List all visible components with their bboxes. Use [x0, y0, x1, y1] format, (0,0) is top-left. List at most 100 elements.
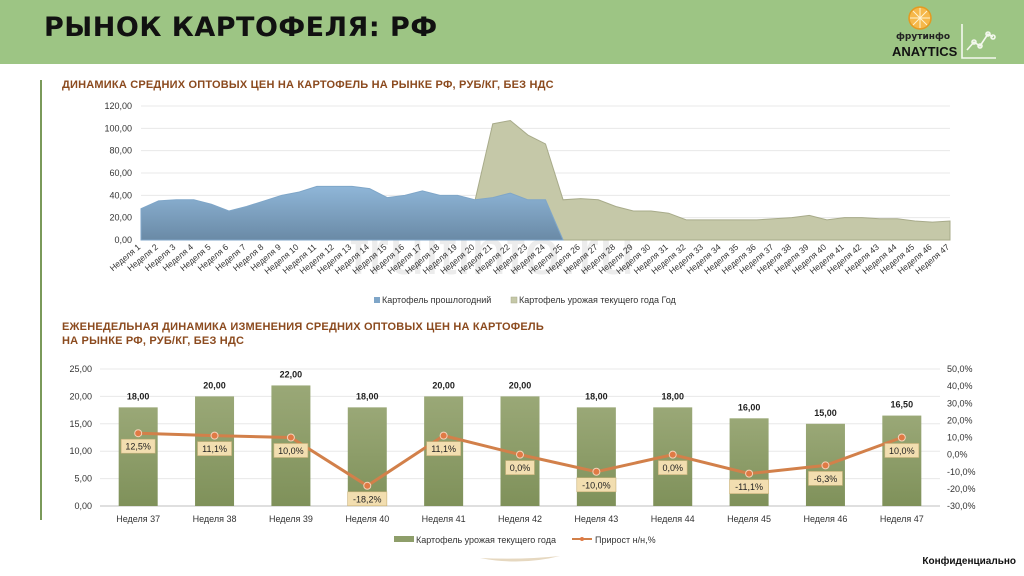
x-tick-label: Неделя 47: [880, 514, 924, 524]
x-tick-label: Неделя 39: [269, 514, 313, 524]
growth-point: [745, 469, 754, 478]
growth-value-label: 11,1%: [431, 444, 456, 454]
x-tick-label: Неделя 46: [804, 514, 848, 524]
page-title: РЫНОК КАРТОФЕЛЯ: РФ: [44, 12, 438, 43]
growth-point: [516, 450, 524, 459]
logo: фрутинфо ANAYTICS: [890, 4, 1020, 62]
growth-value-label: 12,5%: [125, 442, 151, 452]
growth-value-label: 0,0%: [510, 463, 531, 473]
y-tick-label: 40,00: [109, 190, 132, 200]
y-tick-label: 60,00: [109, 168, 132, 178]
growth-value-label: -10,0%: [582, 480, 611, 490]
bar: [118, 407, 158, 506]
x-tick-label: Неделя 45: [727, 514, 771, 524]
legend-swatch-last-year: [374, 297, 380, 303]
growth-value-label: 10,0%: [278, 446, 304, 456]
logo-name: фрутинфо: [896, 32, 951, 42]
y2-tick-label: -20,0%: [947, 484, 976, 494]
y2-tick-label: 10,0%: [947, 433, 973, 443]
x-tick-label: Неделя 38: [193, 514, 237, 524]
legend-swatch-marker: [580, 537, 584, 541]
growth-point: [286, 433, 295, 442]
area-series-current-year: [474, 119, 951, 241]
y-tick-label: 20,00: [69, 391, 92, 401]
bar-value-label: 16,00: [738, 402, 761, 412]
x-tick-label: Неделя 44: [651, 514, 695, 524]
y2-tick-label: 0,0%: [947, 450, 968, 460]
y-tick-label: 120,00: [104, 101, 132, 111]
x-tick-label: Неделя 37: [116, 514, 160, 524]
left-divider: [40, 80, 42, 520]
x-tick-label: Неделя 43: [574, 514, 618, 524]
y-tick-label: 25,00: [69, 364, 92, 374]
y2-tick-label: 50,0%: [947, 364, 973, 374]
confidential-label: Конфиденциально: [922, 556, 1016, 567]
growth-label-box: [729, 479, 769, 494]
chart-line-icon: [961, 24, 996, 59]
y2-tick-label: 20,0%: [947, 415, 973, 425]
area-series-last-year: [140, 185, 564, 241]
bar: [882, 415, 922, 506]
growth-label-box: [426, 441, 461, 456]
legend-label-current-year: Картофель урожая текущего года Год: [519, 295, 677, 305]
growth-point: [592, 467, 601, 476]
y-tick-label: 0,00: [114, 235, 132, 245]
growth-label-box: [120, 438, 156, 454]
growth-value-label: 0,0%: [662, 463, 683, 473]
y2-tick-label: 40,0%: [947, 381, 973, 391]
y-tick-label: 0,00: [74, 501, 92, 511]
y2-tick-label: -10,0%: [947, 467, 976, 477]
y2-tick-label: 30,0%: [947, 398, 973, 408]
y-tick-label: 5,00: [74, 474, 92, 484]
x-tick-label: Неделя 41: [422, 514, 466, 524]
x-tick-label: Неделя 40: [345, 514, 389, 524]
decorative-swoosh: [480, 556, 560, 562]
chart2-title: ЕЖЕНЕДЕЛЬНАЯ ДИНАМИКА ИЗМЕНЕНИЯ СРЕДНИХ …: [62, 320, 544, 348]
y2-tick-label: -30,0%: [947, 501, 976, 511]
growth-point: [134, 429, 143, 438]
chart2-title-line1: ЕЖЕНЕДЕЛЬНАЯ ДИНАМИКА ИЗМЕНЕНИЯ СРЕДНИХ …: [62, 321, 544, 333]
bar-value-label: 18,00: [585, 391, 608, 401]
y-tick-label: 20,00: [109, 213, 132, 223]
bar: [347, 407, 387, 506]
bar-value-label: 22,00: [280, 369, 303, 379]
legend-label-bars: Картофель урожая текущего года: [416, 535, 556, 545]
growth-value-label: -18,2%: [353, 494, 382, 504]
growth-label-box: [576, 477, 617, 493]
header-banner: РЫНОК КАРТОФЕЛЯ: РФ фрутинфо ANAYTICS: [0, 0, 1024, 64]
bar-value-label: 16,50: [891, 400, 914, 410]
bar-value-label: 15,00: [814, 408, 837, 418]
growth-point: [210, 431, 219, 440]
y-tick-label: 10,00: [69, 446, 92, 456]
bar-value-label: 18,00: [127, 391, 150, 401]
growth-label-box: [197, 441, 232, 456]
chart2-title-line2: НА РЫНКЕ РФ, РУБ/КГ, БЕЗ НДС: [62, 335, 245, 347]
growth-point: [439, 431, 448, 440]
logo-graphic: [908, 6, 996, 59]
growth-label-box: [273, 443, 309, 458]
bar-value-label: 20,00: [203, 380, 226, 390]
growth-value-label: -11,1%: [735, 482, 763, 492]
y-tick-label: 80,00: [109, 146, 132, 156]
x-tick-label: Неделя 42: [498, 514, 542, 524]
growth-value-label: 11,1%: [202, 444, 227, 454]
legend-label-last-year: Картофель прошлогодний: [382, 295, 491, 305]
legend-swatch-current-year: [510, 296, 518, 304]
bar-value-label: 20,00: [432, 380, 455, 390]
bar-value-label: 20,00: [509, 380, 532, 390]
y-tick-label: 15,00: [69, 419, 92, 429]
growth-label-box: [347, 491, 388, 507]
growth-label-box: [884, 443, 920, 458]
growth-value-label: -6,3%: [814, 474, 838, 484]
y-tick-label: 100,00: [104, 123, 132, 133]
growth-point: [363, 481, 372, 490]
growth-point: [897, 433, 906, 442]
legend-label-line: Прирост н/н,%: [595, 535, 656, 545]
growth-point: [821, 461, 830, 470]
growth-label-box: [658, 460, 688, 475]
growth-value-label: 10,0%: [889, 446, 915, 456]
logo-analytics: ANAYTICS: [892, 44, 958, 59]
bar-value-label: 18,00: [356, 391, 379, 401]
